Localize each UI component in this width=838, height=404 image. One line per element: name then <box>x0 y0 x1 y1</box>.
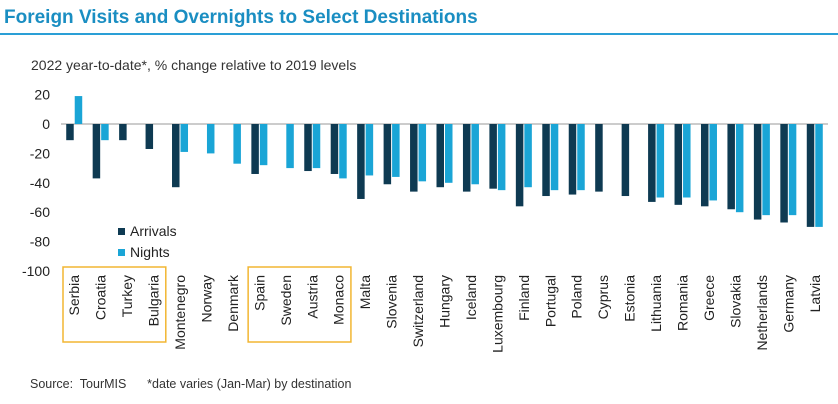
bar-arrivals-slovenia <box>383 124 392 185</box>
x-tick-label: Sweden <box>278 275 294 326</box>
bar-nights-montenegro <box>180 124 189 152</box>
x-tick-label: Austria <box>304 275 320 319</box>
bar-arrivals-greece <box>700 124 709 207</box>
bar-arrivals-germany <box>780 124 788 223</box>
bar-arrivals-slovakia <box>727 124 735 210</box>
x-tick-label: Monaco <box>331 275 347 325</box>
x-tick-label: Luxembourg <box>489 275 505 353</box>
bar-arrivals-luxembourg <box>489 124 497 189</box>
x-tick-label: Portugal <box>542 275 558 327</box>
y-tick-label: 20 <box>34 87 50 103</box>
bar-nights-greece <box>709 124 717 201</box>
bar-nights-spain <box>259 124 268 166</box>
bar-nights-norway <box>206 124 215 154</box>
bar-arrivals-malta <box>357 124 365 199</box>
x-tick-label: Lithuania <box>648 275 664 332</box>
bar-nights-austria <box>312 124 321 169</box>
bar-nights-croatia <box>101 124 109 141</box>
x-tick-label: Croatia <box>93 275 109 320</box>
y-tick-label: 0 <box>42 116 50 132</box>
bar-nights-hungary <box>445 124 453 183</box>
bar-nights-poland <box>577 124 585 191</box>
bar-arrivals-cyprus <box>595 124 603 192</box>
legend-swatch-arrivals <box>118 228 125 235</box>
bar-nights-monaco <box>339 124 347 179</box>
x-tick-label: Serbia <box>66 275 82 316</box>
bar-nights-serbia <box>74 96 83 124</box>
legend-label-arrivals: Arrivals <box>130 223 177 239</box>
bar-nights-romania <box>683 124 691 198</box>
x-tick-label: Hungary <box>437 275 453 328</box>
bar-nights-slovakia <box>735 124 744 213</box>
highlight-box-2 <box>247 266 352 343</box>
bar-arrivals-monaco <box>330 124 339 174</box>
bar-arrivals-netherlands <box>753 124 762 220</box>
legend-label-nights: Nights <box>130 244 170 260</box>
x-tick-label: Montenegro <box>172 275 188 350</box>
x-tick-label: Estonia <box>622 275 638 322</box>
y-tick-label: -60 <box>30 204 50 220</box>
x-tick-label: Iceland <box>463 275 479 320</box>
bar-nights-sweden <box>286 124 294 169</box>
bar-arrivals-spain <box>251 124 259 174</box>
x-tick-label: Spain <box>251 275 267 311</box>
x-tick-label: Slovakia <box>727 275 743 328</box>
bar-arrivals-lithuania <box>648 124 656 202</box>
bar-nights-finland <box>524 124 532 188</box>
bar-nights-iceland <box>471 124 479 185</box>
y-tick-label: -40 <box>30 175 50 191</box>
x-tick-label: Poland <box>569 275 585 319</box>
bar-nights-portugal <box>550 124 559 191</box>
bar-arrivals-austria <box>304 124 312 172</box>
x-tick-label: Malta <box>357 275 373 309</box>
x-tick-label: Finland <box>516 275 532 321</box>
x-tick-label: Cyprus <box>595 275 611 319</box>
bar-arrivals-iceland <box>462 124 471 192</box>
x-tick-label: Norway <box>198 275 214 322</box>
bar-nights-netherlands <box>762 124 770 216</box>
bar-arrivals-turkey <box>119 124 127 141</box>
x-tick-label: Greece <box>701 275 717 321</box>
bar-arrivals-serbia <box>66 124 74 141</box>
bar-nights-denmark <box>233 124 241 164</box>
bar-arrivals-portugal <box>542 124 550 197</box>
x-tick-label: Bulgaria <box>146 275 162 327</box>
y-tick-label: -80 <box>30 234 50 250</box>
chart-title: Foreign Visits and Overnights to Select … <box>4 7 478 28</box>
legend-swatch-nights <box>118 249 125 256</box>
x-tick-label: Switzerland <box>410 275 426 347</box>
bar-nights-latvia <box>815 124 823 227</box>
source-note: Source: TourMIS *date varies (Jan-Mar) b… <box>30 377 352 391</box>
bar-nights-lithuania <box>656 124 665 198</box>
bar-arrivals-estonia <box>621 124 630 197</box>
bar-nights-germany <box>788 124 797 216</box>
x-tick-label: Netherlands <box>754 275 770 351</box>
highlight-box-1 <box>62 266 167 343</box>
bar-arrivals-latvia <box>806 124 815 227</box>
bar-arrivals-hungary <box>436 124 444 188</box>
bar-arrivals-romania <box>674 124 683 205</box>
chart-subtitle: 2022 year-to-date*, % change relative to… <box>31 57 357 73</box>
y-tick-label: -100 <box>22 263 50 279</box>
bar-arrivals-montenegro <box>172 124 180 188</box>
bar-nights-luxembourg <box>497 124 506 191</box>
bar-arrivals-bulgaria <box>145 124 154 149</box>
bar-nights-slovenia <box>392 124 400 177</box>
bar-arrivals-switzerland <box>410 124 418 192</box>
bar-arrivals-finland <box>515 124 524 207</box>
y-tick-label: -20 <box>30 145 50 161</box>
x-tick-label: Turkey <box>119 275 135 317</box>
x-tick-label: Germany <box>780 275 796 333</box>
x-tick-label: Slovenia <box>384 275 400 329</box>
x-tick-label: Romania <box>675 275 691 331</box>
bar-arrivals-croatia <box>92 124 101 179</box>
title-underline <box>0 33 838 35</box>
bar-nights-switzerland <box>418 124 427 182</box>
x-tick-label: Denmark <box>225 274 241 332</box>
bar-nights-malta <box>365 124 374 176</box>
x-tick-label: Latvia <box>807 275 823 313</box>
bar-arrivals-poland <box>568 124 577 195</box>
